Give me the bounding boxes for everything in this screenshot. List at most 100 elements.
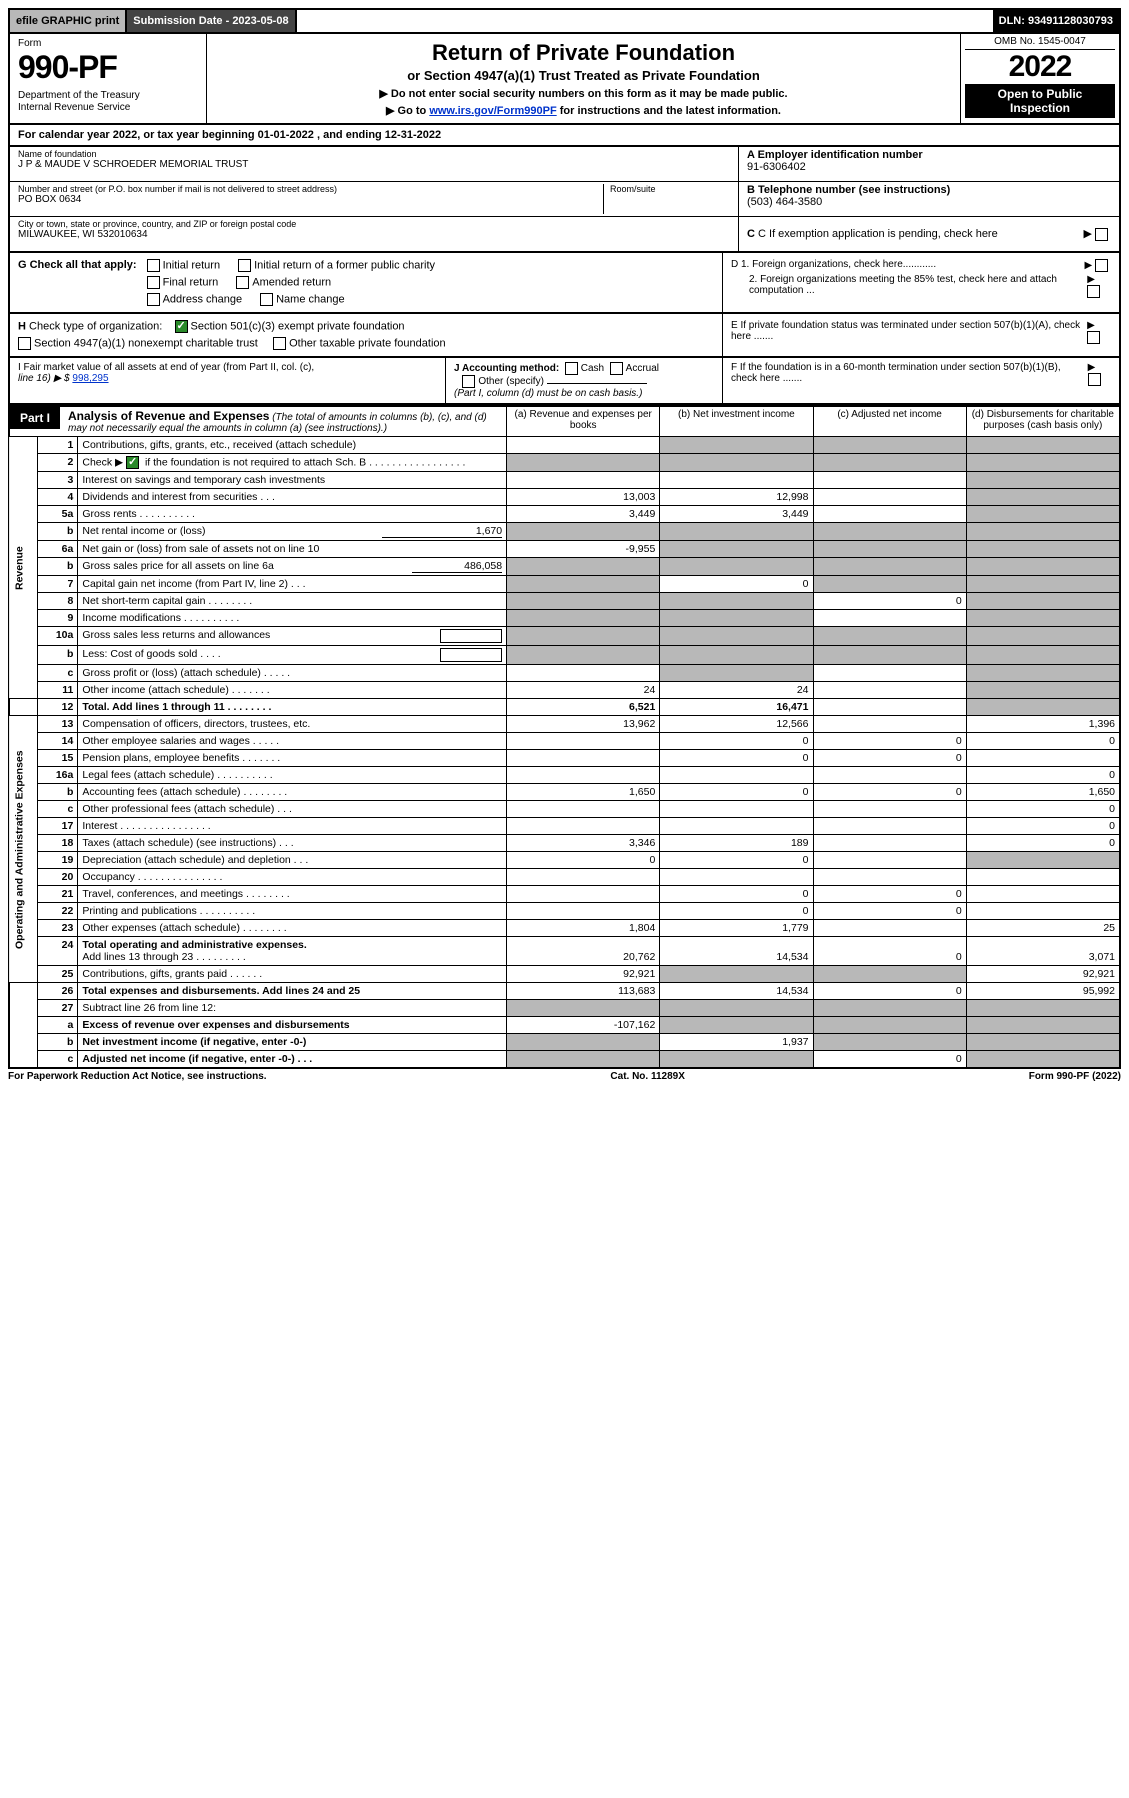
j-label: J Accounting method:: [454, 363, 559, 374]
note1: ▶ Do not enter social security numbers o…: [219, 87, 948, 100]
addr-label: Number and street (or P.O. box number if…: [18, 184, 603, 194]
title: Return of Private Foundation: [219, 40, 948, 66]
table-row: 18Taxes (attach schedule) (see instructi…: [9, 835, 1120, 852]
check-section-1: G Check all that apply: Initial return I…: [8, 253, 1121, 314]
table-row: c Adjusted net income (if negative, ente…: [9, 1051, 1120, 1069]
c-checkbox[interactable]: [1095, 228, 1108, 241]
d1-label: D 1. Foreign organizations, check here..…: [731, 259, 936, 272]
amended-return-checkbox[interactable]: [236, 276, 249, 289]
table-row: 19Depreciation (attach schedule) and dep…: [9, 852, 1120, 869]
table-row: 8Net short-term capital gain . . . . . .…: [9, 593, 1120, 610]
table-row: 15Pension plans, employee benefits . . .…: [9, 750, 1120, 767]
table-row: cGross profit or (loss) (attach schedule…: [9, 665, 1120, 682]
f-checkbox[interactable]: [1088, 373, 1101, 386]
calendar-year-row: For calendar year 2022, or tax year begi…: [8, 125, 1121, 147]
other-method-checkbox[interactable]: [462, 375, 475, 388]
ein: 91-6306402: [747, 161, 1111, 173]
other-taxable-checkbox[interactable]: [273, 337, 286, 350]
identification-block: Name of foundation J P & MAUDE V SCHROED…: [8, 147, 1121, 253]
table-row: 11Other income (attach schedule) . . . .…: [9, 682, 1120, 699]
table-row: 20Occupancy . . . . . . . . . . . . . . …: [9, 869, 1120, 886]
e-checkbox[interactable]: [1087, 331, 1100, 344]
table-row: 14Other employee salaries and wages . . …: [9, 733, 1120, 750]
table-row: 4Dividends and interest from securities …: [9, 489, 1120, 506]
open-to-public: Open to Public Inspection: [965, 84, 1115, 118]
col-a-header: (a) Revenue and expenses per books: [507, 406, 660, 437]
c-label: C C If exemption application is pending,…: [747, 228, 998, 240]
ij-section: I Fair market value of all assets at end…: [8, 358, 1121, 405]
efile-label: efile GRAPHIC print: [10, 10, 127, 32]
col-b-header: (b) Net investment income: [660, 406, 813, 437]
table-row: 12Total. Add lines 1 through 11 . . . . …: [9, 699, 1120, 716]
i-label: I Fair market value of all assets at end…: [18, 362, 314, 373]
check-section-2: H Check type of organization: Section 50…: [8, 314, 1121, 358]
g-label: G Check all that apply:: [18, 259, 137, 306]
address-change-checkbox[interactable]: [147, 293, 160, 306]
d1-checkbox[interactable]: [1095, 259, 1108, 272]
cash-checkbox[interactable]: [565, 362, 578, 375]
table-row: a Excess of revenue over expenses and di…: [9, 1017, 1120, 1034]
table-row: 7Capital gain net income (from Part IV, …: [9, 576, 1120, 593]
table-row: 16aLegal fees (attach schedule) . . . . …: [9, 767, 1120, 784]
table-row: 17Interest . . . . . . . . . . . . . . .…: [9, 818, 1120, 835]
table-row: 22Printing and publications . . . . . . …: [9, 903, 1120, 920]
part1-table: Part I Analysis of Revenue and Expenses …: [8, 405, 1121, 1069]
table-row: b Net investment income (if negative, en…: [9, 1034, 1120, 1051]
accrual-checkbox[interactable]: [610, 362, 623, 375]
table-row: 3Interest on savings and temporary cash …: [9, 472, 1120, 489]
submission-date: Submission Date - 2023-05-08: [127, 10, 296, 32]
table-row: 21Travel, conferences, and meetings . . …: [9, 886, 1120, 903]
table-row: bAccounting fees (attach schedule) . . .…: [9, 784, 1120, 801]
table-row: Revenue 1Contributions, gifts, grants, e…: [9, 437, 1120, 454]
4947-checkbox[interactable]: [18, 337, 31, 350]
initial-former-checkbox[interactable]: [238, 259, 251, 272]
h-label: H Check type of organization:: [18, 320, 162, 332]
name-label: Name of foundation: [18, 149, 730, 159]
name-change-checkbox[interactable]: [260, 293, 273, 306]
telephone: (503) 464-3580: [747, 196, 1111, 208]
col-c-header: (c) Adjusted net income: [813, 406, 966, 437]
footer-right: Form 990-PF (2022): [1029, 1071, 1121, 1082]
table-row: 27Subtract line 26 from line 12:: [9, 1000, 1120, 1017]
table-row: 23Other expenses (attach schedule) . . .…: [9, 920, 1120, 937]
subtitle: or Section 4947(a)(1) Trust Treated as P…: [219, 68, 948, 83]
initial-return-checkbox[interactable]: [147, 259, 160, 272]
table-row: 6aNet gain or (loss) from sale of assets…: [9, 541, 1120, 558]
table-row: cOther professional fees (attach schedul…: [9, 801, 1120, 818]
footer-left: For Paperwork Reduction Act Notice, see …: [8, 1071, 267, 1082]
table-row: Operating and Administrative Expenses 13…: [9, 716, 1120, 733]
schb-checkbox[interactable]: [126, 456, 139, 469]
table-row: 24 Total operating and administrative ex…: [9, 937, 1120, 966]
table-row: 9Income modifications . . . . . . . . . …: [9, 610, 1120, 627]
fmv-link[interactable]: 998,295: [72, 373, 108, 384]
table-row: 26 Total expenses and disbursements. Add…: [9, 983, 1120, 1000]
table-row: 25Contributions, gifts, grants paid . . …: [9, 966, 1120, 983]
tax-year: 2022: [965, 50, 1115, 84]
table-row: 10a Gross sales less returns and allowan…: [9, 627, 1120, 646]
footer-mid: Cat. No. 11289X: [610, 1071, 684, 1082]
revenue-side-label: Revenue: [9, 437, 37, 699]
501c3-checkbox[interactable]: [175, 320, 188, 333]
form-label: Form: [18, 38, 198, 49]
tel-label: B Telephone number (see instructions): [747, 184, 1111, 196]
e-label: E If private foundation status was termi…: [731, 320, 1087, 344]
f-label: F If the foundation is in a 60-month ter…: [731, 362, 1088, 386]
department: Department of the Treasury Internal Reve…: [18, 90, 198, 114]
part1-badge: Part I: [10, 407, 60, 429]
room-label: Room/suite: [610, 184, 730, 194]
omb: OMB No. 1545-0047: [965, 36, 1115, 50]
d2-checkbox[interactable]: [1087, 285, 1100, 298]
form-number: 990-PF: [18, 49, 198, 86]
table-row: b Less: Cost of goods sold . . . .: [9, 646, 1120, 665]
irs-link[interactable]: www.irs.gov/Form990PF: [429, 105, 556, 117]
dln: DLN: 93491128030793: [993, 10, 1119, 32]
col-d-header: (d) Disbursements for charitable purpose…: [966, 406, 1120, 437]
city: MILWAUKEE, WI 532010634: [18, 229, 730, 240]
city-label: City or town, state or province, country…: [18, 219, 730, 229]
part1-title: Analysis of Revenue and Expenses (The to…: [60, 407, 506, 436]
final-return-checkbox[interactable]: [147, 276, 160, 289]
address: PO BOX 0634: [18, 194, 603, 205]
form-header: Form 990-PF Department of the Treasury I…: [8, 34, 1121, 125]
table-row: 2 Check ▶ if the foundation is not requi…: [9, 454, 1120, 472]
note2: ▶ Go to www.irs.gov/Form990PF for instru…: [219, 104, 948, 117]
